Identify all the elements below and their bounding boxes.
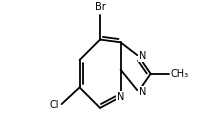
Text: N: N (117, 92, 124, 102)
Text: CH₃: CH₃ (171, 69, 189, 79)
Text: N: N (139, 51, 147, 61)
Text: Cl: Cl (50, 100, 59, 110)
Text: Br: Br (95, 2, 105, 13)
Text: N: N (139, 87, 147, 96)
